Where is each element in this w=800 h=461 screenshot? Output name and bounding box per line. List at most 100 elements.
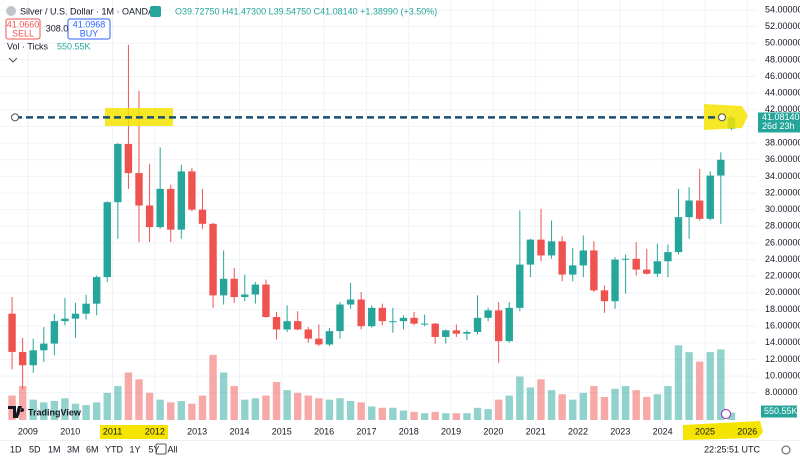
volume-bar — [209, 354, 217, 420]
volume-bar — [92, 402, 101, 420]
calendar-icon[interactable] — [155, 443, 167, 455]
volume-bar — [272, 382, 281, 420]
volume-bar — [82, 405, 90, 420]
candle-body — [389, 321, 397, 323]
y-tick-label: 16.00000 — [765, 321, 800, 331]
x-tick-label: 2021 — [526, 426, 546, 436]
sell-button[interactable] — [5, 18, 41, 40]
volume-bar — [167, 402, 175, 420]
volume-bar — [431, 411, 439, 420]
x-tick-label: 2014 — [229, 426, 249, 436]
volume-bar — [40, 402, 48, 420]
settings-icon[interactable] — [781, 445, 791, 455]
volume-bar — [71, 403, 80, 420]
y-tick-label: 26.00000 — [765, 237, 800, 247]
y-tick-label: 32.00000 — [765, 187, 800, 197]
volume-bar — [505, 395, 513, 420]
candle-body — [124, 143, 133, 174]
candle-body — [262, 284, 270, 318]
volume-bar — [590, 386, 598, 420]
volume-bar — [399, 410, 408, 420]
candle-body — [82, 303, 90, 314]
status-dot — [150, 6, 161, 17]
range-button[interactable]: 1D — [10, 444, 22, 454]
volume-bar — [177, 401, 186, 420]
volume-bar — [188, 403, 196, 420]
candle-body — [431, 323, 439, 337]
range-button[interactable]: All — [168, 444, 178, 454]
candle-body — [632, 258, 640, 270]
range-button[interactable]: 1Y — [130, 444, 141, 454]
volume-bar — [61, 398, 69, 420]
range-button[interactable]: 3M — [67, 444, 80, 454]
candle-body — [198, 209, 207, 224]
candle-body — [50, 321, 59, 344]
x-tick-label: 2009 — [18, 426, 38, 436]
candle-body — [346, 299, 355, 305]
line-handle[interactable] — [11, 113, 19, 122]
volume-bar — [368, 406, 376, 420]
candle-body — [685, 200, 693, 218]
volume-bar — [230, 386, 238, 420]
candle-body — [516, 264, 524, 308]
volume-bar — [389, 407, 397, 420]
volume-bar — [695, 361, 704, 420]
candle-body — [156, 188, 164, 228]
buy-button[interactable] — [67, 18, 111, 40]
volume-bar — [336, 398, 344, 420]
candle-body — [621, 258, 630, 260]
x-tick-label: 2019 — [441, 426, 461, 436]
collapse-icon[interactable] — [8, 57, 18, 63]
highlight — [704, 104, 748, 130]
range-button[interactable]: 5D — [29, 444, 41, 454]
volume-bar — [135, 379, 143, 420]
volume-bar — [664, 386, 672, 420]
x-tick-label: 2023 — [610, 426, 630, 436]
candle-body — [251, 284, 260, 295]
range-button[interactable]: 5Y — [149, 444, 160, 454]
volume-bar — [145, 392, 154, 420]
range-button[interactable]: 6M — [86, 444, 99, 454]
candle-body — [283, 321, 291, 330]
volume-bar — [621, 386, 630, 420]
volume-bar — [727, 412, 736, 420]
alert-icon — [721, 409, 731, 419]
highlight — [100, 425, 168, 439]
volume-bar — [29, 399, 37, 420]
volume-bar — [579, 392, 588, 420]
volume-bar — [484, 409, 492, 420]
volume-bar — [219, 372, 228, 420]
candle-body — [473, 317, 482, 332]
x-tick-label: 2015 — [272, 426, 292, 436]
candle-body — [706, 175, 714, 219]
candle-body — [304, 329, 312, 339]
price-axis — [757, 0, 800, 440]
symbol-title: Silver / U.S. Dollar · 1M · OANDA — [20, 6, 154, 16]
candle-body — [167, 188, 175, 230]
candle-body — [92, 277, 101, 304]
y-tick-label: 20.00000 — [765, 287, 800, 297]
candle-body — [611, 259, 619, 302]
volume-bar — [304, 395, 312, 420]
candle-body — [145, 205, 154, 228]
y-tick-label: 24.00000 — [765, 254, 800, 264]
y-tick-label: 12.00000 — [765, 354, 800, 364]
volume-bar — [706, 352, 714, 420]
candle-body — [537, 239, 545, 256]
highlight — [683, 421, 763, 440]
y-tick-label: 52.00000 — [765, 21, 800, 31]
volume-bar — [569, 399, 577, 420]
range-button[interactable]: YTD — [105, 444, 124, 454]
volume-value: 550.55K — [57, 41, 91, 51]
volume-bar — [357, 402, 365, 420]
candle-body — [135, 173, 143, 206]
y-tick-label: 8.00000 — [765, 387, 798, 397]
line-handle — [718, 113, 726, 122]
x-tick-label: 2010 — [60, 426, 80, 436]
volume-bar — [473, 407, 482, 420]
spread: 308.0 — [46, 23, 69, 33]
range-button[interactable]: 1M — [48, 444, 61, 454]
candle-body — [177, 171, 186, 230]
y-tick-label: 14.00000 — [765, 337, 800, 347]
buy-price: 41.0968 — [73, 19, 106, 29]
